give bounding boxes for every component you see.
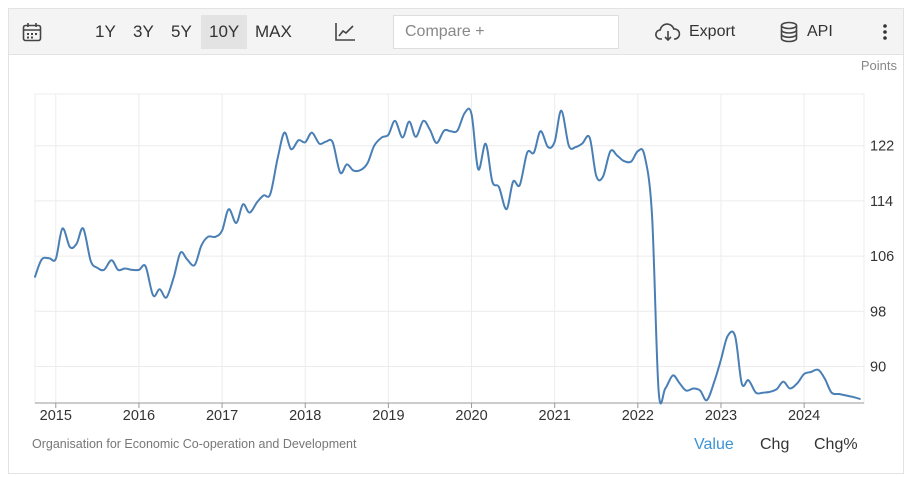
- x-tick-label: 2015: [40, 408, 72, 424]
- x-tick-label: 2016: [123, 408, 155, 424]
- cloud-download-icon: [655, 23, 681, 42]
- y-tick-label: 98: [870, 304, 886, 320]
- x-tick-label: 2023: [705, 408, 737, 424]
- x-tick-label: 2024: [788, 408, 820, 424]
- tab-chg[interactable]: Chg: [760, 436, 790, 453]
- range-10y-button[interactable]: 10Y: [201, 15, 248, 49]
- y-tick-label: 122: [870, 139, 894, 155]
- api-label: API: [807, 23, 833, 40]
- x-tick-label: 2019: [372, 408, 404, 424]
- x-tick-label: 2022: [622, 408, 654, 424]
- range-1y-button[interactable]: 1Y: [95, 22, 116, 41]
- tab-chg-percent[interactable]: Chg%: [814, 436, 858, 453]
- y-tick-label: 114: [870, 194, 893, 210]
- more-vertical-icon[interactable]: [877, 9, 893, 55]
- x-tick-label: 2017: [206, 408, 238, 424]
- x-tick-label: 2021: [539, 408, 571, 424]
- range-5y-button[interactable]: 5Y: [171, 22, 192, 41]
- range-3y-button[interactable]: 3Y: [133, 22, 154, 41]
- export-button[interactable]: Export: [655, 9, 735, 55]
- calendar-icon[interactable]: [19, 9, 45, 55]
- chart-toolbar: 1Y 3Y 5Y 10Y MAX Compare + Export: [9, 9, 903, 55]
- unit-label: Points: [860, 58, 897, 73]
- database-icon: [780, 21, 798, 43]
- compare-input[interactable]: Compare +: [393, 15, 619, 49]
- line-chart-icon[interactable]: [331, 9, 359, 55]
- chart-widget: 1Y 3Y 5Y 10Y MAX Compare + Export: [8, 8, 904, 474]
- y-tick-label: 106: [870, 249, 894, 265]
- api-button[interactable]: API: [779, 9, 833, 55]
- range-max-button[interactable]: MAX: [255, 22, 292, 41]
- plot-area: [34, 93, 865, 404]
- x-tick-label: 2018: [289, 408, 321, 424]
- y-tick-label: 90: [870, 359, 886, 375]
- series-line-0: [34, 107, 861, 405]
- tab-value[interactable]: Value: [694, 436, 734, 453]
- x-tick-label: 2020: [455, 408, 487, 424]
- export-label: Export: [689, 23, 736, 40]
- source-label: Organisation for Economic Co-operation a…: [32, 437, 357, 451]
